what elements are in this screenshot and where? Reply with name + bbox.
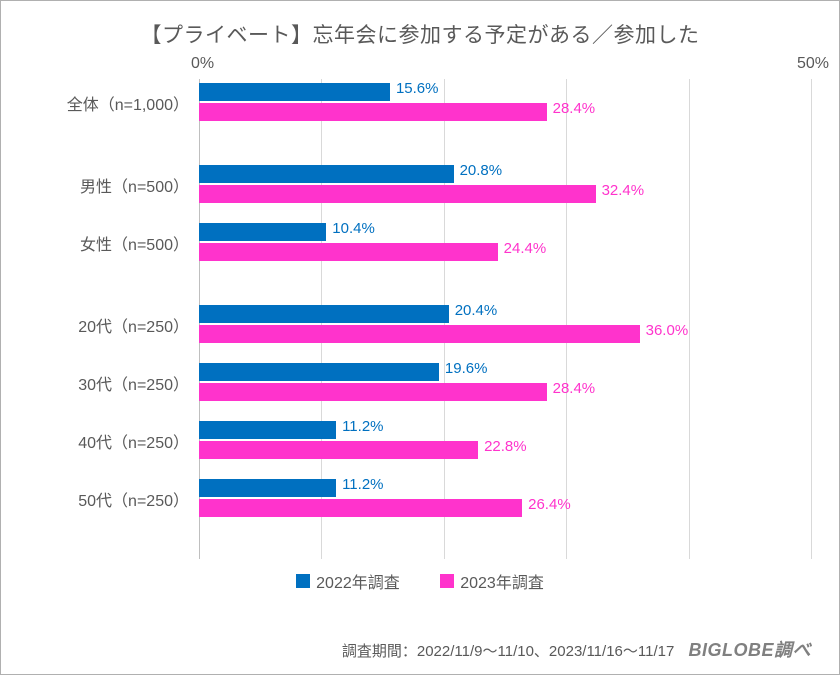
legend-swatch-2023: [440, 574, 454, 588]
x-axis-labels: 0% 50%: [199, 55, 811, 79]
bar-value-2022: 15.6%: [396, 80, 439, 97]
bar-value-2022: 20.8%: [460, 162, 503, 179]
bar-row: 20代（n=250）20.4%36.0%: [199, 301, 811, 349]
source-credit: BIGLOBE調べ: [688, 636, 811, 662]
bar-value-2023: 26.4%: [528, 496, 571, 513]
bar-row: 全体（n=1,000）15.6%28.4%: [199, 79, 811, 127]
legend-label-2023: 2023年調査: [460, 569, 544, 593]
bar-row: 40代（n=250）11.2%22.8%: [199, 417, 811, 465]
bar-value-2023: 28.4%: [553, 380, 596, 397]
bar-value-2023: 24.4%: [504, 240, 547, 257]
bar-value-2023: 36.0%: [646, 322, 689, 339]
bar-value-2023: 22.8%: [484, 438, 527, 455]
bar-2022: [199, 363, 439, 381]
legend-swatch-2022: [296, 574, 310, 588]
bar-2023: [199, 185, 596, 203]
chart-container: 【プライベート】忘年会に参加する予定がある／参加した 0% 50% 全体（n=1…: [0, 0, 840, 675]
bar-value-2022: 10.4%: [332, 220, 375, 237]
bar-2023: [199, 383, 547, 401]
row-label: 男性（n=500）: [29, 173, 199, 197]
row-label: 20代（n=250）: [29, 313, 199, 337]
bar-value-2023: 32.4%: [602, 182, 645, 199]
legend: 2022年調査 2023年調査: [29, 569, 811, 593]
bar-2023: [199, 103, 547, 121]
footer: 調査期間：2022/11/9～11/10、2023/11/16～11/17 BI…: [29, 636, 811, 662]
row-label: 40代（n=250）: [29, 429, 199, 453]
bar-value-2022: 11.2%: [342, 418, 383, 435]
bar-2022: [199, 421, 336, 439]
row-gap: [199, 209, 811, 219]
row-gap: [199, 465, 811, 475]
row-gap: [199, 349, 811, 359]
bar-2023: [199, 499, 522, 517]
row-label: 全体（n=1,000）: [29, 91, 199, 115]
gridline: [811, 79, 812, 559]
chart-title: 【プライベート】忘年会に参加する予定がある／参加した: [29, 19, 811, 49]
bar-value-2022: 11.2%: [342, 476, 383, 493]
bar-2022: [199, 223, 326, 241]
legend-label-2022: 2022年調査: [316, 569, 400, 593]
bar-rows: 全体（n=1,000）15.6%28.4%男性（n=500）20.8%32.4%…: [199, 79, 811, 523]
group-gap: [199, 267, 811, 301]
bar-2022: [199, 165, 454, 183]
bar-2022: [199, 83, 390, 101]
legend-item-2023: 2023年調査: [440, 569, 544, 593]
bar-value-2022: 19.6%: [445, 360, 488, 377]
row-label: 30代（n=250）: [29, 371, 199, 395]
row-label: 50代（n=250）: [29, 487, 199, 511]
bar-value-2022: 20.4%: [455, 302, 498, 319]
bar-2022: [199, 479, 336, 497]
bar-value-2023: 28.4%: [553, 100, 596, 117]
axis-max-label: 50%: [797, 55, 829, 73]
bar-2023: [199, 325, 640, 343]
bar-row: 30代（n=250）19.6%28.4%: [199, 359, 811, 407]
bar-row: 50代（n=250）11.2%26.4%: [199, 475, 811, 523]
survey-period: 調査期間：2022/11/9～11/10、2023/11/16～11/17: [342, 643, 674, 660]
group-gap: [199, 127, 811, 161]
axis-min-label: 0%: [191, 55, 214, 73]
bar-2023: [199, 243, 498, 261]
bar-2022: [199, 305, 449, 323]
plot-area: 全体（n=1,000）15.6%28.4%男性（n=500）20.8%32.4%…: [199, 79, 811, 559]
bar-row: 女性（n=500）10.4%24.4%: [199, 219, 811, 267]
bar-row: 男性（n=500）20.8%32.4%: [199, 161, 811, 209]
legend-item-2022: 2022年調査: [296, 569, 400, 593]
bar-2023: [199, 441, 478, 459]
row-label: 女性（n=500）: [29, 231, 199, 255]
row-gap: [199, 407, 811, 417]
